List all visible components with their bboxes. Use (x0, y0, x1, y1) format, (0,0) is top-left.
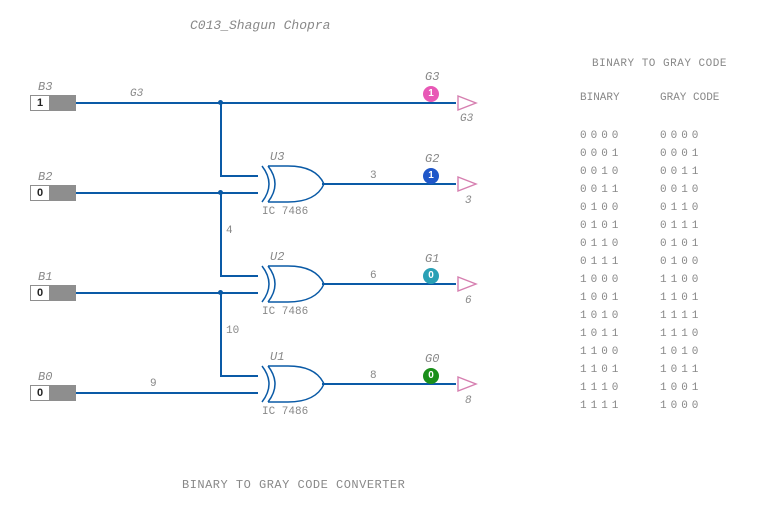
table-row: 0100 (660, 256, 702, 268)
input-value-b2: 0 (31, 186, 49, 200)
wire (220, 192, 222, 276)
table-row: 1011 (660, 364, 702, 376)
input-value-b1: 0 (31, 286, 49, 300)
buffer-icon (456, 375, 478, 393)
table-row: 1001 (660, 382, 702, 394)
net-label: 6 (370, 270, 377, 282)
wire (76, 392, 258, 394)
xor-gate-u1 (254, 364, 326, 404)
input-label-b1: B1 (38, 270, 52, 284)
junction (218, 290, 223, 295)
table-row: 1101 (580, 364, 622, 376)
gate-ref-u3: U3 (270, 150, 284, 164)
output-label-g2: G2 (425, 152, 439, 166)
wire (322, 183, 456, 185)
input-value-b0: 0 (31, 386, 49, 400)
input-switch-b3[interactable]: 1 (30, 95, 76, 111)
gate-ic-u2: IC 7486 (262, 306, 308, 318)
table-row: 1100 (660, 274, 702, 286)
probe-g2: 1 (423, 168, 439, 184)
table-row: 0101 (660, 238, 702, 250)
table-row: 0000 (660, 130, 702, 142)
net-label: 9 (150, 378, 157, 390)
table-row: 1010 (660, 346, 702, 358)
table-row: 1000 (660, 400, 702, 412)
table-row: 0100 (580, 202, 622, 214)
table-row: 0011 (580, 184, 622, 196)
table-row: 1101 (660, 292, 702, 304)
table-row: 0111 (660, 220, 702, 232)
output-label-g1: G1 (425, 252, 439, 266)
net-label: G3 (130, 88, 143, 100)
wire (220, 292, 222, 376)
output-pin-g0: 8 (465, 395, 472, 407)
buffer-icon (456, 275, 478, 293)
input-value-b3: 1 (31, 96, 49, 110)
table-row: 1010 (580, 310, 622, 322)
table-row: 0110 (660, 202, 702, 214)
table-row: 1100 (580, 346, 622, 358)
table-row: 1000 (580, 274, 622, 286)
table-row: 0101 (580, 220, 622, 232)
gate-ic-u3: IC 7486 (262, 206, 308, 218)
diagram-title: BINARY TO GRAY CODE CONVERTER (182, 478, 405, 492)
input-label-b2: B2 (38, 170, 52, 184)
wire (76, 192, 258, 194)
net-label: 3 (370, 170, 377, 182)
buffer-icon (456, 175, 478, 193)
output-label-g3: G3 (425, 70, 439, 84)
table-row: 0011 (660, 166, 702, 178)
wire (220, 102, 222, 176)
table-row: 0001 (660, 148, 702, 160)
table-title: BINARY TO GRAY CODE (592, 58, 727, 70)
net-label: 10 (226, 325, 239, 337)
net-label: 4 (226, 225, 233, 237)
table-row: 0000 (580, 130, 622, 142)
buffer-icon (456, 94, 478, 112)
wire (220, 275, 258, 277)
page-title: C013_Shagun Chopra (190, 18, 330, 33)
wire (322, 283, 456, 285)
probe-g0: 0 (423, 368, 439, 384)
gate-ref-u1: U1 (270, 350, 284, 364)
table-row: 1001 (580, 292, 622, 304)
output-pin-g1: 6 (465, 295, 472, 307)
output-pin-g2: 3 (465, 195, 472, 207)
xor-gate-u3 (254, 164, 326, 204)
wire (220, 175, 258, 177)
table-row: 1011 (580, 328, 622, 340)
wire (322, 383, 456, 385)
probe-g1: 0 (423, 268, 439, 284)
gate-ic-u1: IC 7486 (262, 406, 308, 418)
xor-gate-u2 (254, 264, 326, 304)
table-header-binary: BINARY (580, 92, 620, 104)
table-row: 1111 (660, 310, 702, 322)
gate-ref-u2: U2 (270, 250, 284, 264)
table-row: 0110 (580, 238, 622, 250)
junction (218, 100, 223, 105)
table-row: 1110 (580, 382, 622, 394)
table-row: 0010 (660, 184, 702, 196)
table-header-gray: GRAY CODE (660, 92, 719, 104)
table-row: 0010 (580, 166, 622, 178)
probe-g3: 1 (423, 86, 439, 102)
input-label-b3: B3 (38, 80, 52, 94)
wire (76, 292, 258, 294)
table-row: 0111 (580, 256, 622, 268)
junction (218, 190, 223, 195)
wire (220, 375, 258, 377)
table-row: 1110 (660, 328, 702, 340)
input-switch-b0[interactable]: 0 (30, 385, 76, 401)
wire (76, 102, 456, 104)
output-pin-g3: G3 (460, 113, 473, 125)
output-label-g0: G0 (425, 352, 439, 366)
table-row: 1111 (580, 400, 622, 412)
table-row: 0001 (580, 148, 622, 160)
net-label: 8 (370, 370, 377, 382)
input-switch-b2[interactable]: 0 (30, 185, 76, 201)
input-switch-b1[interactable]: 0 (30, 285, 76, 301)
input-label-b0: B0 (38, 370, 52, 384)
